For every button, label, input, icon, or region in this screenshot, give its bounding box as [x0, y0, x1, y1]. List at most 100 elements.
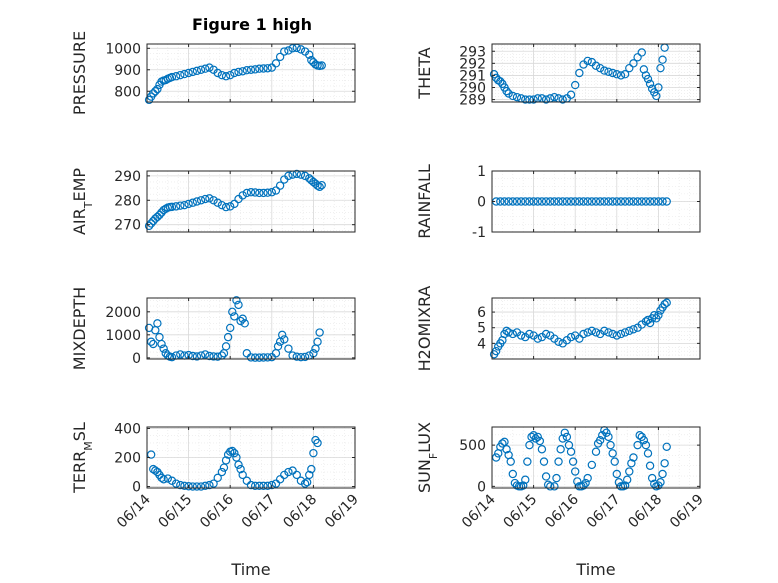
- data-point: [307, 55, 316, 65]
- axes-frame: [491, 426, 701, 489]
- data-point: [263, 64, 272, 73]
- axes-frame: [491, 297, 701, 360]
- data-point: [188, 198, 197, 207]
- data-point: [504, 328, 513, 337]
- data-point: [629, 197, 638, 206]
- data-point: [313, 438, 322, 448]
- data-point: [604, 328, 613, 337]
- data-series: [489, 298, 671, 359]
- data-point: [654, 311, 663, 320]
- data-point: [238, 470, 247, 480]
- data-point: [159, 475, 168, 484]
- data-point: [236, 316, 245, 326]
- y-axis-label: THETA: [415, 47, 434, 99]
- data-point: [604, 197, 613, 206]
- data-point: [629, 325, 638, 334]
- data-point: [267, 63, 276, 72]
- data-point: [525, 95, 534, 104]
- data-point: [149, 89, 158, 98]
- panel-h2omixra: 456 H2OMIXRA: [415, 286, 701, 371]
- data-point: [508, 91, 517, 101]
- data-point: [205, 480, 214, 490]
- data-point: [566, 197, 576, 206]
- data-series: [144, 296, 324, 362]
- data-point: [558, 197, 567, 206]
- data-point: [656, 63, 665, 73]
- data-point: [271, 186, 281, 195]
- data-point: [242, 66, 252, 75]
- y-tick-label: 0: [132, 480, 141, 496]
- data-point: [288, 466, 297, 475]
- data-point: [612, 197, 622, 206]
- y-axis-label: TERRMSL: [70, 422, 95, 494]
- y-tick-label: 292: [459, 56, 486, 72]
- data-point: [280, 47, 289, 56]
- data-point: [620, 197, 630, 206]
- data-point: [500, 197, 509, 206]
- data-point: [167, 476, 177, 485]
- data-point: [560, 428, 570, 437]
- y-tick-label: 6: [477, 305, 486, 321]
- y-axis-label: SUNFLUX: [415, 422, 440, 493]
- data-point: [300, 479, 310, 488]
- data-point: [600, 66, 609, 75]
- data-point: [579, 329, 588, 339]
- data-point: [491, 346, 501, 356]
- data-point: [562, 432, 572, 442]
- data-point: [209, 352, 218, 361]
- data-point: [635, 431, 644, 440]
- data-point: [300, 171, 310, 181]
- data-point: [296, 45, 306, 54]
- data-point: [223, 332, 233, 342]
- data-point: [627, 459, 636, 468]
- data-point: [575, 68, 584, 78]
- data-point: [591, 61, 601, 70]
- data-point: [529, 197, 538, 206]
- data-point: [255, 188, 264, 198]
- data-series: [146, 435, 322, 491]
- y-tick-label: -1: [472, 225, 486, 241]
- data-point: [292, 470, 301, 480]
- data-point: [541, 329, 551, 339]
- y-tick-label: 500: [459, 438, 486, 454]
- data-point: [583, 56, 592, 66]
- minor-grid: [491, 427, 701, 488]
- data-point: [163, 474, 172, 483]
- data-point: [491, 453, 501, 462]
- data-point: [188, 482, 197, 491]
- data-point: [225, 323, 235, 333]
- data-point: [296, 352, 306, 362]
- data-point: [662, 298, 671, 307]
- data-point: [629, 453, 638, 462]
- data-point: [527, 432, 536, 442]
- data-point: [284, 46, 293, 55]
- data-point: [654, 83, 663, 92]
- data-point: [263, 188, 272, 197]
- data-point: [275, 181, 285, 190]
- data-point: [217, 200, 227, 210]
- data-point: [533, 432, 542, 442]
- data-point: [525, 329, 534, 339]
- data-point: [221, 202, 231, 212]
- data-point: [250, 481, 260, 491]
- data-point: [315, 328, 324, 337]
- data-point: [516, 197, 526, 206]
- data-point: [176, 70, 185, 80]
- data-point: [280, 335, 289, 344]
- data-point: [236, 464, 245, 474]
- data-point: [167, 352, 177, 362]
- major-grid: [146, 171, 356, 232]
- y-tick-label: 1000: [105, 328, 141, 344]
- data-point: [660, 459, 669, 468]
- data-point: [575, 334, 584, 343]
- data-point: [660, 300, 669, 309]
- y-tick-label: 293: [459, 44, 486, 60]
- panel-rainfall: -1 0 1 RAINFALL: [415, 164, 701, 241]
- data-point: [242, 188, 252, 198]
- minor-grid: [146, 171, 356, 232]
- data-point: [512, 197, 522, 206]
- data-point: [171, 479, 181, 488]
- data-point: [625, 63, 634, 73]
- y-tick-label: 900: [114, 63, 141, 79]
